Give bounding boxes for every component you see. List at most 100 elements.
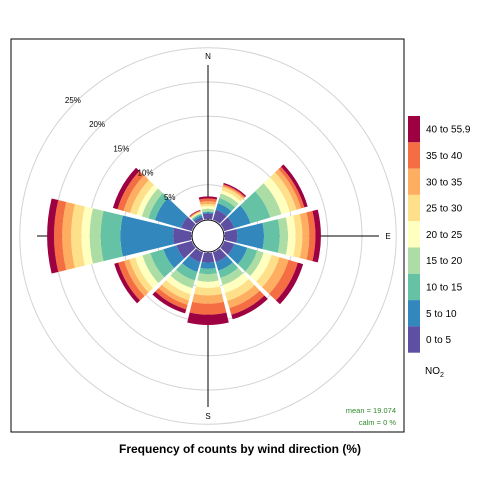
wedge-240-bin-5 xyxy=(129,257,153,293)
wedge-90-bin-8 xyxy=(312,209,321,263)
wedge-60-bin-2 xyxy=(240,191,271,224)
wedge-90-bin-5 xyxy=(293,213,303,259)
wedge-270-bin-4 xyxy=(81,206,93,266)
ring-label-10: 10% xyxy=(138,169,154,178)
wedge-150-bin-7 xyxy=(229,290,265,315)
legend-swatch-6 xyxy=(408,168,420,195)
wedge-300-bin-3 xyxy=(141,188,163,219)
legend-label-2: 10 to 15 xyxy=(426,282,463,293)
wedge-30-bin-0 xyxy=(212,209,227,224)
wedge-60-bin-5 xyxy=(270,172,297,212)
legend-label-7: 35 to 40 xyxy=(426,151,463,162)
wedge-180-bin-2 xyxy=(199,267,217,275)
wedge-30-bin-2 xyxy=(217,198,236,212)
direction-30 xyxy=(212,182,247,224)
wedge-210-bin-7 xyxy=(155,288,188,310)
wedge-330-bin-1 xyxy=(192,215,203,222)
calm-stat: calm = 0 % xyxy=(359,418,397,427)
wedge-90-bin-3 xyxy=(277,217,289,255)
wedge-0-bin-3 xyxy=(201,208,215,213)
wedge-330-bin-6 xyxy=(190,211,201,218)
wedge-150-bin-8 xyxy=(231,295,268,320)
direction-180 xyxy=(187,252,229,325)
wedge-270-bin-2 xyxy=(100,210,123,262)
wedge-270-bin-1 xyxy=(120,215,175,257)
wedge-0-bin-0 xyxy=(202,213,214,220)
wedge-120-bin-7 xyxy=(269,259,298,301)
wedge-0-bin-7 xyxy=(199,198,217,203)
wedge-300-bin-2 xyxy=(148,193,168,221)
wedge-150-bin-6 xyxy=(227,285,260,309)
wedge-180-bin-1 xyxy=(200,261,216,269)
wedge-120-bin-0 xyxy=(220,240,235,255)
wedge-300-bin-4 xyxy=(136,184,158,217)
mean-stat: mean = 19.074 xyxy=(346,406,396,415)
wedge-60-bin-8 xyxy=(280,164,308,208)
legend-swatch-4 xyxy=(408,221,420,248)
wedge-270-bin-3 xyxy=(89,208,104,264)
legend-label-1: 5 to 10 xyxy=(426,309,457,320)
wedge-90-bin-2 xyxy=(262,219,280,253)
legend-label-6: 30 to 35 xyxy=(426,177,463,188)
wedge-150-bin-1 xyxy=(215,255,233,271)
direction-90 xyxy=(224,209,321,263)
direction-0 xyxy=(198,196,218,220)
wedge-210-bin-1 xyxy=(182,255,201,273)
wedge-330-bin-0 xyxy=(194,217,204,224)
wedge-150-bin-3 xyxy=(220,267,244,286)
wedge-0-bin-5 xyxy=(200,203,216,207)
wedge-90-bin-6 xyxy=(299,212,310,260)
wedge-270-bin-7 xyxy=(54,200,67,272)
compass-E: E xyxy=(385,232,390,241)
wedge-210-bin-0 xyxy=(189,248,204,263)
compass-labels: N E S xyxy=(205,52,391,421)
legend-swatch-1 xyxy=(408,300,420,327)
wedge-60-bin-7 xyxy=(278,166,305,209)
wedge-210-bin-4 xyxy=(166,275,193,295)
calm-center-circle xyxy=(191,219,225,253)
wedge-150-bin-0 xyxy=(212,248,227,263)
wedge-240-bin-0 xyxy=(176,240,196,259)
wedge-0-bin-4 xyxy=(200,205,216,210)
wedge-120-bin-8 xyxy=(275,262,304,305)
ring-label-20: 20% xyxy=(89,120,105,129)
wedge-0-bin-2 xyxy=(202,211,214,213)
legend-label-8: 40 to 55.9 xyxy=(426,125,471,136)
wedge-180-bin-6 xyxy=(192,293,224,304)
wedge-300-bin-5 xyxy=(129,179,154,215)
direction-60 xyxy=(220,164,308,232)
legend-swatch-3 xyxy=(408,247,420,274)
legend-swatch-7 xyxy=(408,142,420,169)
wedge-180-bin-5 xyxy=(194,286,222,296)
ring-label-5: 5% xyxy=(164,193,176,202)
wedge-150-bin-5 xyxy=(224,279,255,301)
legend-label-0: 0 to 5 xyxy=(426,335,451,346)
wedge-90-bin-0 xyxy=(224,229,238,243)
legend-swatch-0 xyxy=(408,326,420,353)
legend-swatch-2 xyxy=(408,273,420,301)
wedge-180-bin-0 xyxy=(201,252,215,263)
wedge-30-bin-6 xyxy=(222,185,245,199)
wedge-300-bin-6 xyxy=(123,175,149,213)
chart-caption: Frequency of counts by wind direction (%… xyxy=(119,442,361,456)
wedge-60-bin-0 xyxy=(220,217,235,232)
legend-label-3: 15 to 20 xyxy=(426,256,463,267)
wedge-60-bin-3 xyxy=(255,183,282,218)
wedge-330-bin-8 xyxy=(189,209,201,217)
direction-120 xyxy=(220,240,304,305)
wedge-0-bin-6 xyxy=(199,201,217,205)
wedge-30-bin-1 xyxy=(215,203,232,217)
wedge-270-bin-0 xyxy=(173,227,192,245)
wedge-210-bin-5 xyxy=(161,280,191,301)
wedge-0-bin-8 xyxy=(198,196,218,200)
wedge-90-bin-1 xyxy=(236,222,265,250)
wedge-240-bin-2 xyxy=(150,249,175,278)
wedge-210-bin-6 xyxy=(158,284,189,305)
wedge-210-bin-2 xyxy=(176,263,198,281)
wedge-300-bin-1 xyxy=(154,197,188,229)
direction-210 xyxy=(152,248,204,314)
wedge-240-bin-6 xyxy=(124,259,149,297)
wedge-330-bin-2 xyxy=(192,213,202,221)
wedge-180-bin-7 xyxy=(189,301,227,315)
wedge-120-bin-5 xyxy=(256,254,280,288)
